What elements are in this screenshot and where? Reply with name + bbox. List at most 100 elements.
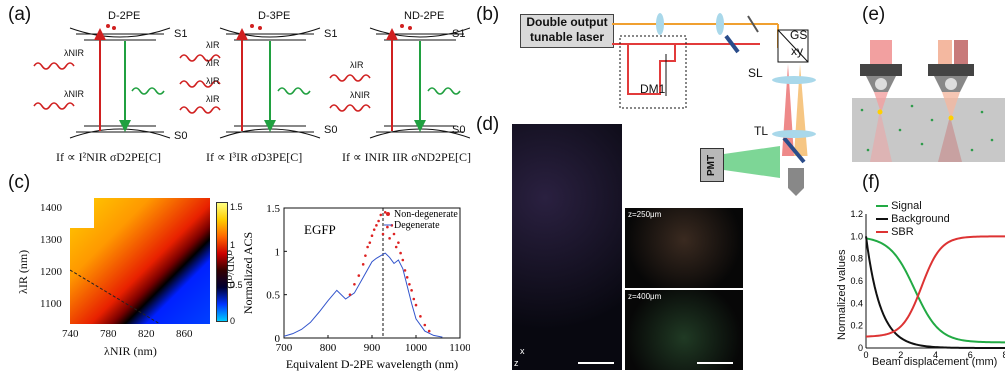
diagram-d2pe (33, 24, 171, 139)
heatmap-dashed-line (70, 269, 161, 324)
x-tick-label: 700 (276, 342, 293, 354)
scale-bar (697, 362, 733, 364)
data-point-non-degenerate (399, 251, 402, 255)
data-point-non-degenerate (405, 276, 409, 279)
data-point-non-degenerate (375, 224, 378, 227)
panel-label-d: (d) (476, 114, 500, 135)
x-tick-label: 2 (898, 350, 903, 360)
data-point-non-degenerate (392, 232, 396, 236)
y-tick-label: 1.5 (266, 203, 280, 215)
x-axis-label: Equivalent D-2PE wavelength (nm) (286, 357, 458, 371)
heatmap-ytick: 1100 (40, 298, 62, 310)
y-tick-label: 0 (858, 343, 863, 353)
photon-label: λIR (206, 76, 220, 86)
legend-label: SBR (891, 226, 914, 238)
y-tick-label: 1.2 (850, 209, 863, 219)
s0-label-1: S0 (174, 130, 188, 142)
data-point-non-degenerate (353, 282, 356, 286)
photon-label: λNIR (64, 48, 84, 58)
y-tick-label: 0 (275, 333, 281, 345)
scale-bar (578, 362, 614, 364)
heatmap-ytick: 1200 (40, 266, 62, 278)
data-point-non-degenerate (410, 289, 413, 292)
formula-nd2pe: If ∝ INIR IIR σND2PE[C] (342, 150, 472, 164)
data-point-non-degenerate (408, 282, 411, 286)
panel-f-chart: 0 0.2 0.4 0.6 0.8 1.0 1.2 0 2 4 6 8 (850, 209, 1005, 360)
panel-f-ylabel: Normalized values (836, 249, 848, 340)
heatmap-xlabel: λNIR (nm) (104, 344, 157, 358)
colorbar-tick: 1 (230, 240, 236, 250)
data-point-non-degenerate (386, 225, 389, 229)
y-tick-label: 0.4 (850, 298, 863, 308)
legend-swatch-sbr (876, 231, 888, 234)
photon-label: λIR (206, 94, 220, 104)
panel-a-energy-diagrams (33, 24, 470, 139)
diagram-title-d3pe: D-3PE (258, 10, 291, 22)
xy-label: xy (791, 44, 803, 58)
photon-label: λIR (206, 58, 220, 68)
heatmap-xtick: 820 (138, 328, 155, 340)
data-point-non-degenerate (348, 293, 352, 296)
heatmap-ytick: 1400 (40, 202, 62, 214)
x-tick-label: 800 (320, 342, 337, 354)
heatmap-xtick: 740 (62, 328, 79, 340)
legend-marker-nd (386, 212, 390, 216)
microscopy-image-main: x z (512, 124, 622, 370)
legend-label: Signal (891, 200, 922, 212)
colorbar-tick: 1.5 (230, 202, 243, 212)
legend-label: Background (891, 213, 950, 225)
legend-label-deg: Degenerate (394, 220, 440, 231)
signal-curve (865, 237, 1005, 344)
y-tick-label: 1.0 (850, 231, 863, 241)
sl-label: SL (748, 66, 763, 80)
pmt-box: PMT (700, 148, 724, 182)
s1-label-3: S1 (452, 28, 466, 40)
legend-signal: Signal (876, 200, 922, 212)
panel-label-f: (f) (862, 172, 880, 193)
formula-d3pe: If ∝ I³IR σD3PE[C] (206, 150, 303, 164)
colorbar-tick: 0.5 (230, 280, 243, 290)
panel-label-b: (b) (476, 4, 500, 25)
y-tick-label: 1 (275, 246, 281, 258)
data-point-non-degenerate (403, 269, 407, 272)
chart-title: EGFP (304, 222, 336, 237)
diagram-nd2pe (329, 24, 470, 139)
diagram-d3pe (179, 24, 321, 139)
legend-swatch-background (876, 218, 888, 221)
sbr-curve (865, 235, 1005, 338)
heatmap-ytick: 1300 (40, 234, 62, 246)
legend-background: Background (876, 213, 950, 225)
photon-label: λNIR (64, 89, 84, 99)
photon-label: λIR (206, 40, 220, 50)
axis-z-label: z (514, 358, 519, 368)
x-tick-label: 1100 (449, 342, 470, 354)
panel-label-e: (e) (862, 4, 886, 25)
gs-label: GS (790, 28, 808, 42)
data-point-non-degenerate (401, 258, 405, 262)
panel-label-c: (c) (8, 172, 31, 193)
diagram-title-nd2pe: ND-2PE (404, 10, 445, 22)
data-point-non-degenerate (423, 323, 427, 327)
x-tick-label: 900 (364, 342, 381, 354)
x-tick-label: 0 (863, 350, 868, 360)
data-point-non-degenerate (357, 274, 361, 277)
photon-label: λIR (350, 60, 364, 70)
data-point-non-degenerate (383, 211, 387, 214)
data-point-non-degenerate (412, 297, 416, 301)
legend-label-nd: Non-degenerate (394, 209, 458, 220)
heatmap-xtick: 780 (100, 328, 117, 340)
data-point-non-degenerate (377, 219, 380, 223)
diagram-title-d2pe: D-2PE (108, 10, 141, 22)
laser-box: Double output tunable laser (520, 14, 614, 48)
data-point-non-degenerate (368, 241, 372, 244)
axis-x-label: x (520, 346, 525, 356)
data-point-non-degenerate (397, 241, 400, 244)
data-point-non-degenerate (427, 329, 431, 333)
colorbar (216, 202, 228, 322)
data-point-non-degenerate (394, 245, 398, 249)
x-tick-label: 4 (933, 350, 938, 360)
data-point-non-degenerate (419, 315, 422, 318)
y-tick-label: 0.6 (850, 276, 863, 286)
legend-swatch-signal (876, 205, 888, 208)
panel-e-illustration (852, 40, 1005, 162)
